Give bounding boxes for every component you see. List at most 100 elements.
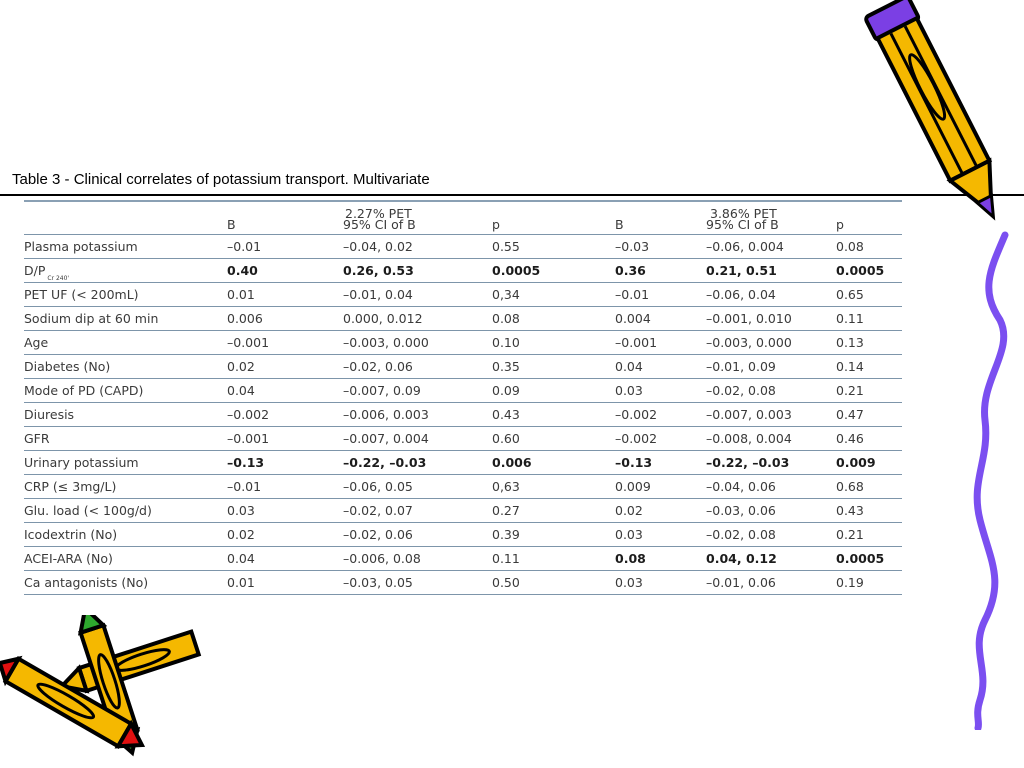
- caption-rule: [0, 194, 1024, 196]
- table-cell: 0.04: [615, 359, 643, 374]
- row-label: Ca antagonists (No): [24, 571, 148, 594]
- table-row: GFR –0.001 –0.007, 0.004 0.60 –0.002 –0.008, …: [24, 427, 902, 451]
- table-cell: –0.002: [615, 431, 658, 446]
- table-cell: 0.009: [615, 479, 651, 494]
- table-cell: –0.01, 0.04: [343, 287, 413, 302]
- table-cell: 0.0005: [836, 551, 885, 566]
- row-label: Urinary potassium: [24, 451, 139, 474]
- table-cell: 0.43: [492, 407, 520, 422]
- row-label-text: D/P: [24, 263, 46, 278]
- row-label-subscript: Cr 240': [47, 275, 70, 282]
- table-cell: –0.002: [615, 407, 658, 422]
- table-row: ACEI-ARA (No) 0.04 –0.006, 0.08 0.11 0.08 0.0…: [24, 547, 902, 571]
- table-cell: –0.006, 0.08: [343, 551, 421, 566]
- table-cell: 0.08: [492, 311, 520, 326]
- table-cell: –0.02, 0.08: [706, 527, 776, 542]
- row-label-text: Sodium dip at 60 min: [24, 311, 159, 326]
- table-row: Age –0.001 –0.003, 0.000 0.10 –0.001 –0.003, …: [24, 331, 902, 355]
- table-cell: –0.03, 0.05: [343, 575, 413, 590]
- row-label-text: CRP (≤ 3mg/L): [24, 479, 117, 494]
- table-cell: 0,34: [492, 287, 520, 302]
- table-cell: 0.004: [615, 311, 651, 326]
- table-cell: –0.13: [227, 455, 265, 470]
- table-cell: –0.06, 0.004: [706, 239, 784, 254]
- table-cell: –0.001, 0.010: [706, 311, 792, 326]
- table-cell: 0.006: [227, 311, 263, 326]
- table-cell: –0.22, –0.03: [706, 455, 790, 470]
- col-header-p-2: p: [836, 217, 844, 232]
- table-cell: –0.03: [615, 239, 650, 254]
- table-cell: 0.27: [492, 503, 520, 518]
- col-header-p-1: p: [492, 217, 500, 232]
- row-label: D/PCr 240': [24, 259, 69, 285]
- table-cell: –0.003, 0.000: [343, 335, 429, 350]
- row-label: Plasma potassium: [24, 235, 138, 258]
- pencil-top-right-icon: [864, 0, 996, 221]
- table-cell: –0.01: [227, 239, 262, 254]
- table-top-rule: [24, 200, 902, 202]
- table-cell: 0.19: [836, 575, 864, 590]
- table-cell: 0.0005: [836, 263, 885, 278]
- table-cell: 0.0005: [492, 263, 541, 278]
- table-cell: 0.47: [836, 407, 864, 422]
- table-row: Ca antagonists (No) 0.01 –0.03, 0.05 0.50 0.…: [24, 571, 902, 595]
- row-label-text: PET UF (< 200mL): [24, 287, 139, 302]
- row-label-text: Icodextrin (No): [24, 527, 118, 542]
- group-header-row: 2.27% PET 3.86% PET: [24, 202, 902, 221]
- row-label-text: Ca antagonists (No): [24, 575, 149, 590]
- table-cell: 0.36: [615, 263, 646, 278]
- table-cell: –0.001: [615, 335, 658, 350]
- table-cell: 0.60: [492, 431, 520, 446]
- crossed-pencils-icon: [0, 615, 202, 757]
- table-cell: 0.39: [492, 527, 520, 542]
- table-cell: –0.007, 0.004: [343, 431, 429, 446]
- row-label: Glu. load (< 100g/d): [24, 499, 152, 522]
- table-cell: –0.01, 0.09: [706, 359, 776, 374]
- table-cell: 0.000, 0.012: [343, 311, 423, 326]
- row-label: Diabetes (No): [24, 355, 110, 378]
- table-cell: 0.03: [227, 503, 255, 518]
- table-cell: 0.04: [227, 383, 255, 398]
- table-cell: 0.21: [836, 527, 864, 542]
- table-row: Diuresis –0.002 –0.006, 0.003 0.43 –0.002 –0.…: [24, 403, 902, 427]
- table-cell: 0.09: [492, 383, 520, 398]
- table-row: Icodextrin (No) 0.02 –0.02, 0.06 0.39 0.03 –0…: [24, 523, 902, 547]
- table-cell: –0.04, 0.02: [343, 239, 413, 254]
- table-cell: 0.10: [492, 335, 520, 350]
- table-row: Mode of PD (CAPD) 0.04 –0.007, 0.09 0.09 0.0…: [24, 379, 902, 403]
- table-cell: –0.13: [615, 455, 653, 470]
- table-row: Diabetes (No) 0.02 –0.02, 0.06 0.35 0.04 –0.0…: [24, 355, 902, 379]
- table-cell: –0.007, 0.09: [343, 383, 421, 398]
- table-cell: –0.008, 0.004: [706, 431, 792, 446]
- table-cell: –0.06, 0.04: [706, 287, 776, 302]
- table-row: Glu. load (< 100g/d) 0.03 –0.02, 0.07 0.27 0…: [24, 499, 902, 523]
- col-header-ci-1: 95% CI of B: [343, 217, 416, 232]
- table-cell: –0.02, 0.06: [343, 527, 413, 542]
- table-cell: 0.35: [492, 359, 520, 374]
- table-cell: 0.009: [836, 455, 876, 470]
- row-label: Age: [24, 331, 48, 354]
- table-cell: –0.007, 0.003: [706, 407, 792, 422]
- row-label: GFR: [24, 427, 50, 450]
- table-body: Plasma potassium –0.01 –0.04, 0.02 0.55 –0.0…: [24, 235, 902, 595]
- table-cell: 0.04, 0.12: [706, 551, 777, 566]
- table-cell: –0.22, –0.03: [343, 455, 427, 470]
- row-label-text: Mode of PD (CAPD): [24, 383, 144, 398]
- row-label: Sodium dip at 60 min: [24, 307, 158, 330]
- row-label: Mode of PD (CAPD): [24, 379, 143, 402]
- row-label-text: Glu. load (< 100g/d): [24, 503, 152, 518]
- table-cell: 0,63: [492, 479, 520, 494]
- row-label-text: Plasma potassium: [24, 239, 138, 254]
- table-cell: 0.13: [836, 335, 864, 350]
- table-cell: –0.001: [227, 335, 270, 350]
- table-cell: –0.003, 0.000: [706, 335, 792, 350]
- table-cell: 0.03: [615, 383, 643, 398]
- table-cell: –0.01: [615, 287, 650, 302]
- row-label: ACEI-ARA (No): [24, 547, 113, 570]
- col-header-b-1: B: [227, 217, 236, 232]
- table-cell: 0.40: [227, 263, 258, 278]
- table-cell: 0.03: [615, 527, 643, 542]
- table-cell: –0.02, 0.07: [343, 503, 413, 518]
- table-cell: 0.50: [492, 575, 520, 590]
- table-cell: 0.43: [836, 503, 864, 518]
